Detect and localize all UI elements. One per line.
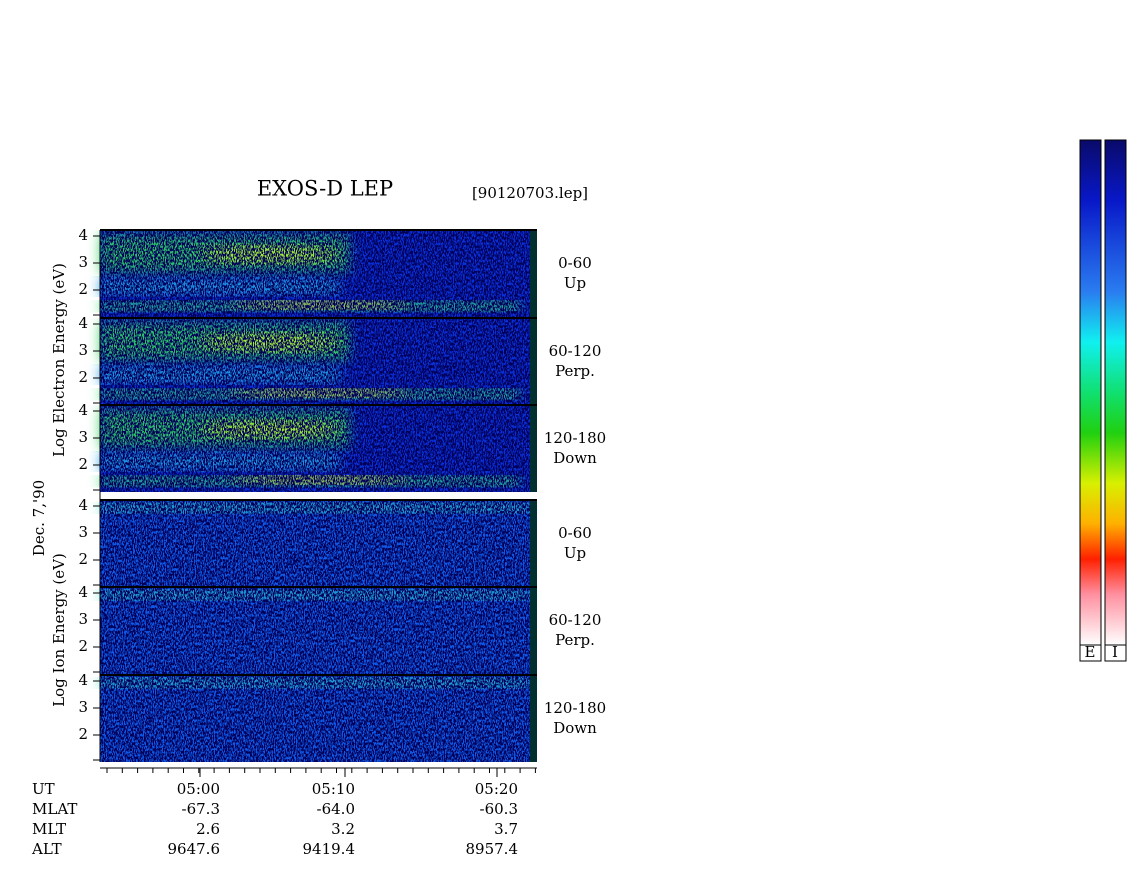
y-tick-label: 4	[78, 401, 88, 419]
range-label: 0-60	[558, 524, 592, 542]
file-name: [90120703.lep]	[472, 184, 588, 202]
range-label: 60-120	[549, 611, 602, 629]
colorbar-label-box	[1079, 644, 1102, 662]
y-tick-label: 3	[78, 523, 88, 541]
row-value: 8957.4	[466, 840, 519, 858]
y-tick-label: 3	[78, 341, 88, 359]
edge-strip	[530, 405, 537, 492]
row-label: MLAT	[32, 800, 77, 818]
title: EXOS-D LEP	[257, 177, 393, 201]
y-tick-label: 4	[78, 583, 88, 601]
time-label: 05:00	[177, 780, 220, 798]
colorbar-label-box	[1104, 644, 1127, 662]
y-tick-label: 2	[78, 725, 88, 743]
direction-label: Up	[564, 274, 586, 292]
edge-strip	[530, 587, 537, 674]
y-tick-label: 2	[78, 280, 88, 298]
row-label: MLT	[32, 820, 66, 838]
edge-strip	[530, 675, 537, 762]
direction-label: Down	[553, 719, 597, 737]
y-tick-label: 3	[78, 698, 88, 716]
electron-axis-label: Log Electron Energy (eV)	[50, 263, 68, 457]
y-tick-label: 2	[78, 368, 88, 386]
row-value: 3.7	[494, 820, 518, 838]
y-tick-label: 4	[78, 226, 88, 244]
colorbar-label: I	[1112, 643, 1118, 661]
noise	[100, 230, 530, 317]
range-label: 60-120	[549, 342, 602, 360]
date: Dec. 7,'90	[30, 480, 48, 556]
range-label: 0-60	[558, 254, 592, 272]
y-tick-label: 4	[78, 496, 88, 514]
noise	[100, 675, 530, 762]
time-label: 05:20	[475, 780, 518, 798]
y-tick-label: 2	[78, 550, 88, 568]
range-label: 120-180	[544, 699, 606, 717]
y-tick-label: 2	[78, 455, 88, 473]
ut-label: UT	[32, 780, 55, 798]
row-value: 3.2	[331, 820, 355, 838]
y-tick-label: 4	[78, 671, 88, 689]
colorbar	[1104, 139, 1127, 646]
noise	[100, 405, 530, 492]
direction-label: Perp.	[555, 631, 595, 649]
noise	[100, 318, 530, 405]
row-value: 9647.6	[168, 840, 221, 858]
direction-label: Up	[564, 544, 586, 562]
noise	[100, 587, 530, 674]
ion-axis-label: Log Ion Energy (eV)	[50, 553, 68, 707]
range-label: 120-180	[544, 429, 606, 447]
row-value: -67.3	[182, 800, 220, 818]
row-label: ALT	[31, 840, 62, 858]
y-tick-label: 3	[78, 610, 88, 628]
row-value: 9419.4	[303, 840, 356, 858]
y-tick-label: 4	[78, 314, 88, 332]
row-value: 2.6	[196, 820, 220, 838]
time-label: 05:10	[312, 780, 355, 798]
edge-strip	[530, 500, 537, 587]
colorbar-label: E	[1085, 643, 1096, 661]
row-value: -64.0	[317, 800, 355, 818]
row-value: -60.3	[480, 800, 518, 818]
colorbar	[1079, 139, 1102, 646]
direction-label: Down	[553, 449, 597, 467]
spectrograms	[100, 229, 537, 762]
y-tick-label: 3	[78, 428, 88, 446]
edge-strip	[530, 318, 537, 405]
direction-label: Perp.	[555, 362, 595, 380]
y-tick-label: 2	[78, 637, 88, 655]
y-tick-label: 3	[78, 253, 88, 271]
edge-strip	[530, 230, 537, 317]
noise	[100, 500, 530, 587]
